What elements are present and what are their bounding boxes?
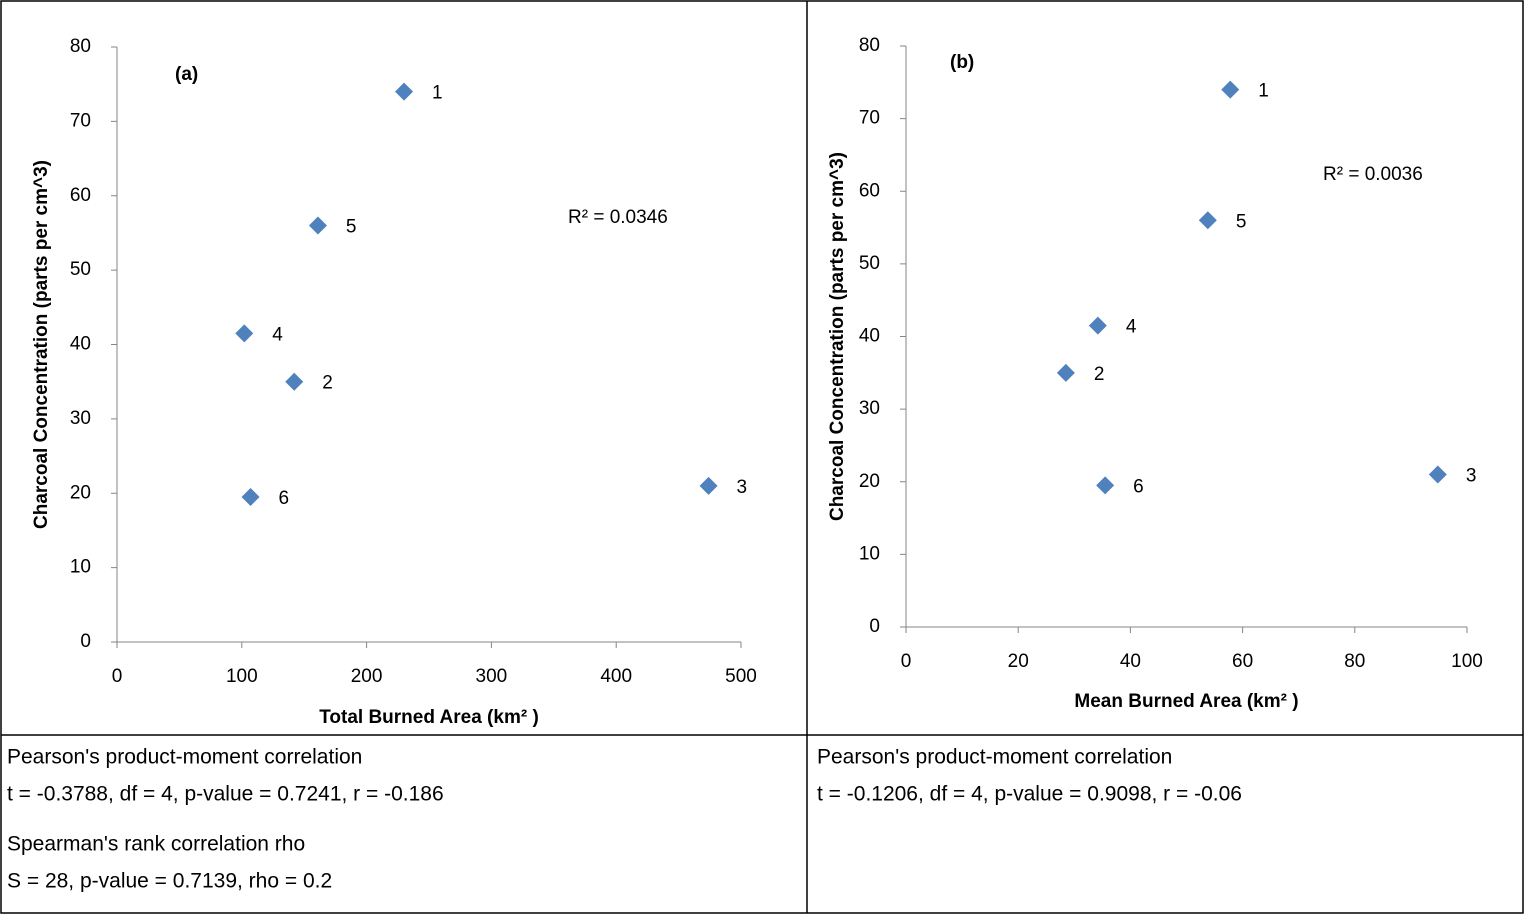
y-axis-title: Charcoal Concentration (parts per cm^3)	[31, 160, 52, 529]
y-tick-label: 30	[70, 408, 91, 429]
r-squared: R² = 0.0346	[568, 207, 668, 228]
r-squared: R² = 0.0036	[1323, 164, 1423, 185]
x-tick-label: 500	[725, 666, 757, 687]
panel-label: (b)	[950, 52, 974, 73]
y-tick-label: 70	[859, 108, 880, 129]
y-tick-label: 0	[869, 616, 880, 637]
point	[1198, 211, 1217, 230]
point-label: 1	[432, 83, 443, 104]
point-label: 2	[322, 373, 333, 394]
point	[308, 216, 327, 235]
stats-line: Spearman's rank correlation rho	[7, 833, 305, 856]
point	[285, 372, 304, 391]
x-tick-label: 200	[351, 666, 383, 687]
y-tick-label: 20	[859, 471, 880, 492]
stats-line: Pearson's product-moment correlation	[7, 746, 362, 769]
point-label: 1	[1258, 81, 1269, 102]
panel-label: (a)	[175, 64, 198, 85]
y-tick-label: 80	[70, 36, 91, 57]
point	[1096, 476, 1115, 495]
point-label: 2	[1094, 364, 1105, 385]
point	[1428, 465, 1447, 484]
y-tick-label: 30	[859, 398, 880, 419]
point	[1056, 363, 1075, 382]
x-tick-label: 100	[226, 666, 258, 687]
point-label: 6	[1133, 476, 1144, 497]
point	[1221, 80, 1240, 99]
point	[241, 487, 260, 506]
x-axis-title: Mean Burned Area (km² )	[1074, 691, 1298, 712]
stats-line: Pearson's product-moment correlation	[817, 746, 1172, 769]
y-tick-label: 50	[859, 253, 880, 274]
y-tick-label: 60	[859, 180, 880, 201]
y-axis-title: Charcoal Concentration (parts per cm^3)	[827, 152, 848, 521]
x-tick-label: 400	[600, 666, 632, 687]
y-tick-label: 80	[859, 35, 880, 56]
point-label: 4	[272, 324, 283, 345]
y-tick-label: 10	[859, 543, 880, 564]
x-tick-label: 40	[1120, 651, 1141, 672]
x-tick-label: 300	[476, 666, 508, 687]
point-label: 5	[1236, 211, 1247, 232]
x-axis-title: Total Burned Area (km² )	[319, 707, 539, 728]
y-tick-label: 0	[80, 631, 91, 652]
x-tick-label: 0	[112, 666, 123, 687]
stats-line: t = -0.3788, df = 4, p-value = 0.7241, r…	[7, 783, 444, 806]
stats-line: S = 28, p-value = 0.7139, rho = 0.2	[7, 870, 332, 893]
point	[1088, 316, 1107, 335]
y-tick-label: 60	[70, 185, 91, 206]
y-tick-label: 70	[70, 110, 91, 131]
point-label: 3	[1466, 466, 1477, 487]
x-tick-label: 0	[901, 651, 912, 672]
x-tick-label: 100	[1451, 651, 1483, 672]
point	[395, 82, 414, 101]
point	[699, 476, 718, 495]
stats-line: t = -0.1206, df = 4, p-value = 0.9098, r…	[817, 783, 1242, 806]
x-tick-label: 80	[1344, 651, 1365, 672]
y-tick-label: 50	[70, 259, 91, 280]
point-label: 4	[1126, 317, 1137, 338]
point	[235, 324, 254, 343]
point-label: 6	[279, 488, 290, 509]
y-tick-label: 40	[859, 326, 880, 347]
x-tick-label: 20	[1008, 651, 1029, 672]
y-tick-label: 40	[70, 334, 91, 355]
y-tick-label: 20	[70, 482, 91, 503]
point-label: 5	[346, 217, 357, 238]
x-tick-label: 60	[1232, 651, 1253, 672]
y-tick-label: 10	[70, 557, 91, 578]
point-label: 3	[737, 477, 748, 498]
